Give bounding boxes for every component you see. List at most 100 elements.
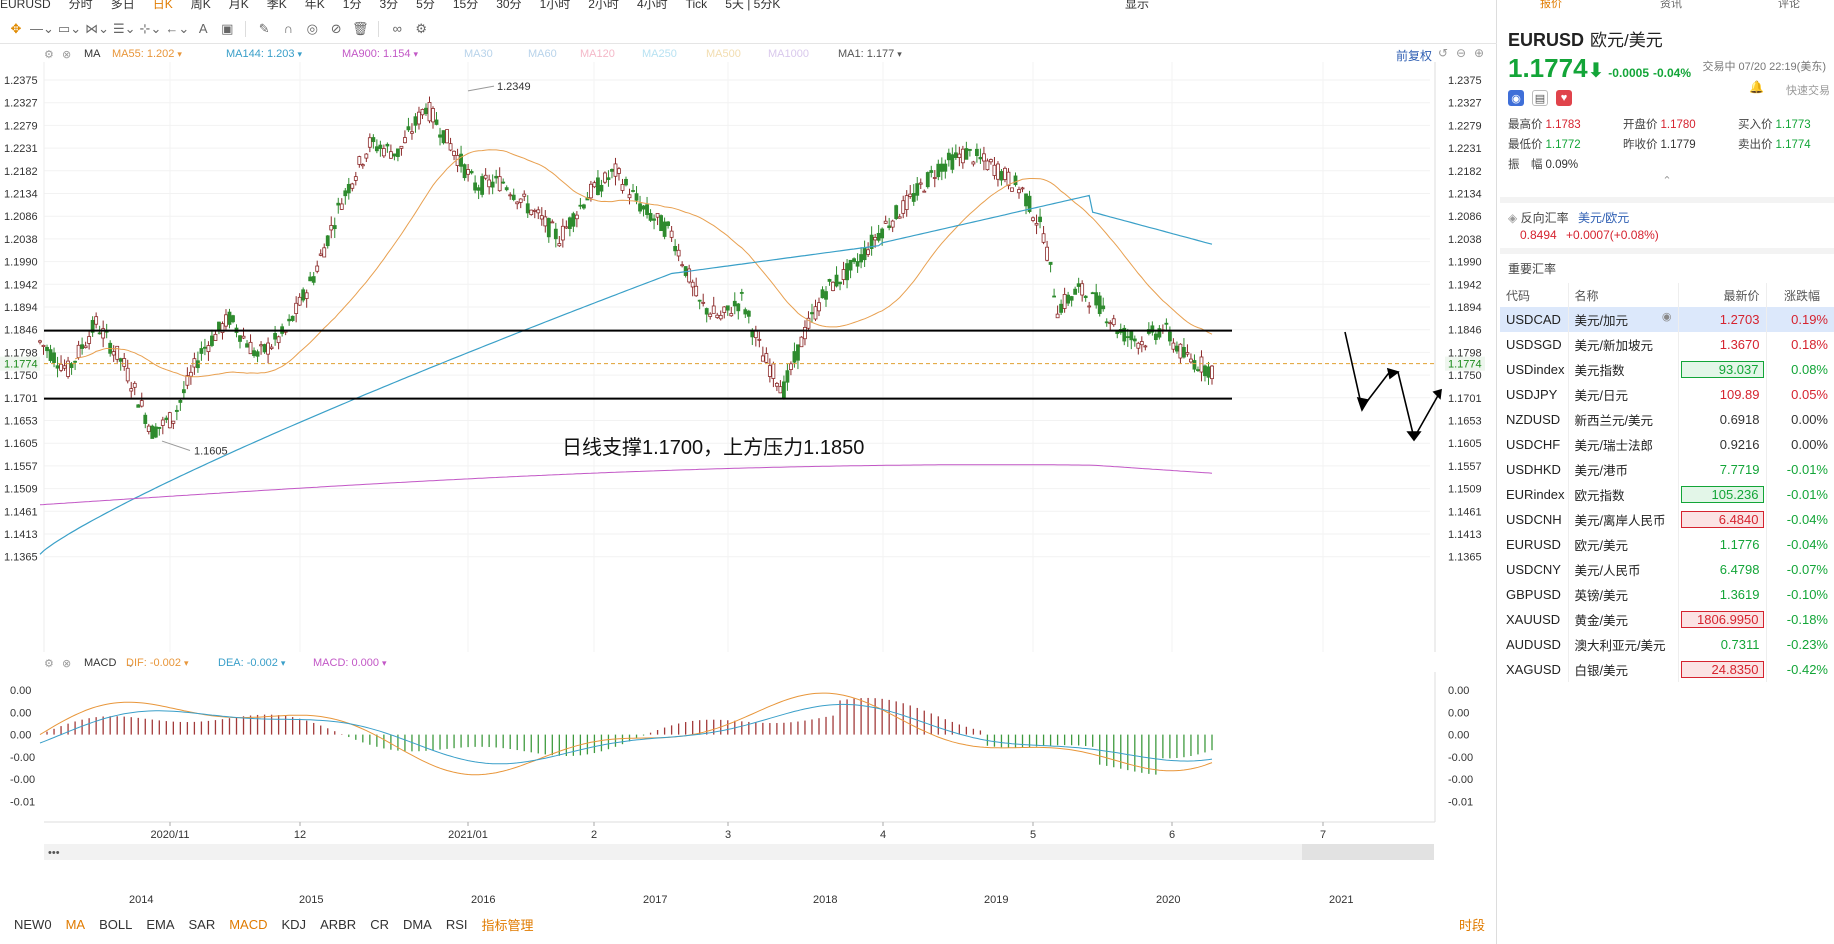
analysis-note[interactable]: 日线支撑1.1700，上方压力1.1850 (562, 436, 864, 459)
table-row[interactable]: USDCAD 美元/加元 ◉ 1.2703 0.19% (1500, 307, 1834, 332)
macd-legend-item[interactable]: MACD: 0.000 ▾ (313, 657, 387, 669)
period-tab[interactable]: 30分 (496, 0, 522, 11)
period-tab[interactable]: 5分 (416, 0, 435, 11)
candlestick-chart[interactable]: 1.2375 1.2375 1.2327 1.2327 1.2279 1.2279 1.22… (0, 62, 1497, 662)
indicator-tab[interactable]: NEW0 (14, 916, 52, 932)
table-row[interactable]: USDSGD 美元/新加坡元 1.3670 0.18% (1500, 332, 1834, 357)
period-tab[interactable]: 月K (228, 0, 249, 11)
zoom-out-icon[interactable]: ⊖ (1455, 46, 1466, 60)
fork-tool-icon[interactable]: ⋈⌄ (85, 20, 109, 36)
trash-icon[interactable]: 🗑 (351, 20, 369, 36)
rect-tool-icon[interactable]: ▭⌄ (57, 20, 82, 36)
period-tab[interactable]: 4小时 (636, 0, 668, 11)
indicator-tab[interactable]: BOLL (99, 916, 133, 932)
table-row[interactable]: USDHKD 美元/港币 7.7719 -0.01% (1500, 457, 1834, 482)
measure-tool-icon[interactable]: ⊹⌄ (139, 20, 162, 36)
col-price[interactable]: 最新价 (1678, 283, 1767, 307)
crosshair-icon[interactable]: ✥ (10, 20, 22, 36)
indicator-tab[interactable]: EMA (146, 916, 175, 932)
period-tab[interactable]: 2小时 (588, 0, 619, 11)
period-tab[interactable]: 3分 (379, 0, 399, 11)
text-tool-icon[interactable]: A (198, 21, 208, 36)
drawn-arrows[interactable] (1344, 331, 1442, 442)
table-row[interactable]: USDindex 美元指数 93.037 0.08% (1500, 357, 1834, 382)
indicator-tab[interactable]: RSI (445, 916, 468, 932)
hide-icon[interactable]: ⊘ (330, 20, 342, 36)
more-icon[interactable]: ••• (48, 847, 60, 859)
ma-legend-item[interactable]: MA60 (528, 48, 557, 60)
tab-quote[interactable]: 报价 (1540, 0, 1562, 10)
bell-icon[interactable]: 🔔 (1749, 80, 1764, 94)
settings-icon[interactable]: ⚙ (44, 49, 54, 61)
macd-legend-item[interactable]: DEA: -0.002 ▾ (218, 657, 285, 669)
inverse-pair[interactable]: 美元/欧元 (1577, 211, 1630, 225)
table-row[interactable]: AUDUSD 澳大利亚元/美元 0.7311 -0.23% (1500, 632, 1834, 657)
settings-icon[interactable]: ⚙ (44, 658, 54, 670)
indicator-tab[interactable]: DMA (402, 916, 432, 932)
quick-trade-button[interactable]: 快速交易 (1786, 85, 1830, 97)
comment-tool-icon[interactable]: ▣ (221, 20, 234, 36)
table-row[interactable]: USDCHF 美元/瑞士法郎 0.9216 0.00% (1500, 432, 1834, 457)
tab-news[interactable]: 资讯 (1660, 0, 1682, 10)
table-row[interactable]: GBPUSD 英镑/美元 1.3619 -0.10% (1500, 582, 1834, 607)
period-tab[interactable]: 年K (304, 0, 325, 11)
col-pct[interactable]: 涨跌幅 (1766, 283, 1834, 307)
period-tab[interactable]: 1小时 (539, 0, 571, 11)
overview-window[interactable] (1302, 844, 1434, 860)
col-name[interactable]: 名称 (1568, 283, 1679, 307)
link-icon[interactable]: ∞ (392, 21, 402, 36)
heart-icon[interactable]: ♥ (1556, 90, 1572, 106)
ma-legend-item[interactable]: MA120 (580, 48, 615, 60)
table-row[interactable]: USDCNY 美元/人民币 6.4798 -0.07% (1500, 557, 1834, 582)
col-code[interactable]: 代码 (1500, 283, 1569, 307)
period-tab[interactable]: Tick (685, 0, 708, 11)
period-tab[interactable]: 周K (190, 0, 211, 11)
table-row[interactable]: EURUSD 欧元/美元 1.1776 -0.04% (1500, 532, 1834, 557)
arrow-tool-icon[interactable]: ←⌄ (165, 20, 190, 36)
gear-icon[interactable]: ⚙ (415, 20, 428, 36)
period-tab[interactable]: 15分 (452, 0, 479, 11)
tab-comments[interactable]: 评论 (1778, 0, 1800, 10)
close-icon[interactable]: ⊗ (62, 49, 72, 61)
ma-legend-item[interactable]: MA250 (642, 48, 677, 60)
macd-chart[interactable]: 0.00 0.00 0.00 0.00 0.00 0.00 -0.00 -0.00 -0.00 -… (0, 672, 1497, 862)
overview-bg[interactable] (44, 844, 1434, 860)
line-tool-icon[interactable]: —⌄ (30, 20, 54, 36)
ma-legend-item[interactable]: MA30 (464, 48, 493, 60)
indicator-tab[interactable]: KDJ (281, 916, 307, 932)
period-tab[interactable]: 日K (152, 0, 173, 11)
fib-tool-icon[interactable]: ☰⌄ (113, 20, 136, 36)
indicator-tab[interactable]: ARBR (320, 916, 357, 932)
document-icon[interactable]: ▤ (1532, 90, 1548, 106)
period-tab[interactable]: 分时 (68, 0, 93, 11)
indicator-tab[interactable]: 指标管理 (481, 917, 534, 933)
ma-legend-item[interactable]: MA1: 1.177 ▾ (838, 48, 902, 60)
globe-icon[interactable]: ◉ (1508, 90, 1524, 106)
period-tab[interactable]: EURUSD (0, 0, 51, 11)
close-icon[interactable]: ⊗ (62, 658, 72, 670)
magnet-icon[interactable]: ∩ (283, 21, 293, 36)
indicator-tab[interactable]: SAR (188, 916, 216, 932)
ma-legend-item[interactable]: MA144: 1.203 ▾ (226, 48, 302, 60)
period-tab[interactable]: 5天 | 5分K (725, 0, 781, 11)
table-row[interactable]: USDJPY 美元/日元 109.89 0.05% (1500, 382, 1834, 407)
indicator-tab[interactable]: MACD (229, 916, 268, 932)
time-period-button[interactable]: 时段 (1458, 917, 1485, 933)
table-row[interactable]: XAGUSD 白银/美元 24.8350 -0.42% (1500, 657, 1834, 682)
adjust-button[interactable]: 前复权 (1395, 49, 1432, 63)
ma-legend-item[interactable]: MA500 (706, 48, 741, 60)
ma-legend-item[interactable]: MA1000 (768, 48, 809, 60)
table-row[interactable]: USDCNH 美元/离岸人民币 6.4840 -0.04% (1500, 507, 1834, 532)
period-tab[interactable]: 季K (266, 0, 287, 11)
chevron-down-icon[interactable]: ⌄ (126, 658, 136, 670)
ma-legend-item[interactable]: MA900: 1.154 ▾ (342, 48, 418, 60)
period-tab[interactable]: 多日 (110, 0, 135, 11)
indicator-tab[interactable]: CR (370, 916, 389, 932)
zoom-in-icon[interactable]: ⊕ (1473, 46, 1484, 60)
table-row[interactable]: NZDUSD 新西兰元/美元 0.6918 0.00% (1500, 407, 1834, 432)
macd-legend-item[interactable]: DIF: -0.002 ▾ (126, 657, 189, 669)
ma-legend-item[interactable]: MA55: 1.202 ▾ (112, 48, 182, 60)
indicator-tab[interactable]: MA (65, 916, 86, 932)
undo-icon[interactable]: ↺ (1437, 46, 1448, 60)
table-row[interactable]: EURindex 欧元指数 105.236 -0.01% (1500, 482, 1834, 507)
